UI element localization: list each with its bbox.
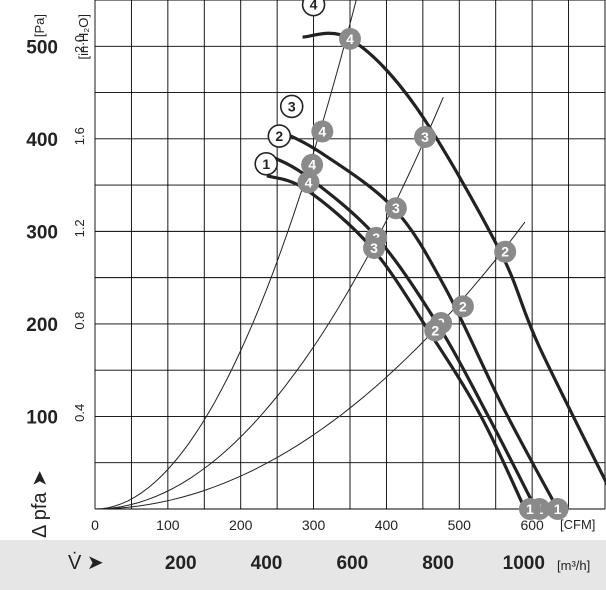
curve-label-disc [267, 124, 292, 148]
y-tick-label: 500 [26, 37, 58, 58]
x-tick-label: 600 [520, 517, 544, 533]
operating-point-marker: 3 [384, 197, 407, 220]
y-tick-label: 100 [26, 407, 58, 428]
curve-label-marker: 1 [254, 152, 279, 176]
operating-point-marker: 3 [363, 237, 386, 260]
y2-tick-label: 0.4 [72, 404, 87, 422]
fan-curve-3 [276, 128, 560, 510]
x2-tick-label: 200 [165, 553, 197, 574]
operating-point-disc [424, 319, 447, 342]
x-tick-label: 0 [91, 517, 99, 533]
y2-tick-label: 1.6 [72, 127, 87, 145]
operating-point-disc [339, 27, 361, 50]
x-tick-label: 100 [156, 517, 180, 533]
operating-point-marker: 4 [297, 171, 320, 194]
x2-tick-label: 1000 [503, 553, 545, 574]
operating-point-marker: 4 [311, 120, 334, 143]
curve-label-marker: 2 [267, 124, 292, 148]
operating-point-label: 4 [318, 123, 326, 139]
operating-point-marker: 1 [546, 498, 569, 520]
operating-point-label: 2 [459, 298, 467, 314]
operating-point-label: 4 [346, 31, 354, 47]
operating-point-marker: 2 [424, 319, 447, 342]
operating-point-marker: 4 [339, 27, 361, 50]
y-tick-label: 200 [26, 315, 58, 336]
operating-point-disc [414, 125, 437, 148]
operating-point-disc [301, 153, 324, 176]
resistance-curve [94, 97, 444, 510]
operating-point-disc [518, 498, 541, 520]
x2-tick-label: 600 [336, 553, 368, 574]
x-tick-label: 400 [375, 517, 399, 533]
operating-point-label: 3 [392, 200, 400, 216]
operating-point-marker: 4 [301, 153, 324, 176]
curve-label-disc [254, 152, 279, 176]
operating-point-disc [384, 197, 407, 220]
curve-label-text: 2 [275, 128, 283, 144]
operating-point-label: 4 [308, 157, 316, 173]
plot-area [95, 0, 606, 538]
x-axis-symbol: V̇ ➤ [68, 552, 104, 574]
operating-point-disc [311, 120, 334, 143]
operating-point-marker: 2 [451, 295, 474, 318]
curve-label-marker: 3 [279, 94, 304, 119]
y2-unit-label: [in H₂O] [76, 14, 91, 60]
operating-point-label: 3 [370, 240, 378, 256]
x2-unit-label: [m³/h] [557, 558, 590, 573]
y-unit-label: [Pa] [32, 14, 47, 37]
axis-ticks: 100 200 300 400 500 0.4 0.8 1.2 1.6 2.0 0 100 200 300… [26, 35, 545, 574]
operating-point-disc [297, 171, 320, 194]
operating-point-disc [363, 237, 386, 260]
operating-point-label: 1 [526, 501, 534, 517]
x2-tick-label: 400 [251, 553, 283, 574]
y-tick-label: 300 [26, 222, 58, 243]
y-tick-label: 400 [26, 130, 58, 151]
x-tick-label: 500 [448, 517, 472, 533]
operating-point-marker: 1 [518, 498, 541, 520]
operating-point-label: 1 [554, 501, 562, 517]
curve-labels: 4 321 [254, 0, 326, 176]
operating-points: 4444333322221111 [297, 27, 569, 520]
curve-label-text: 4 [310, 0, 318, 13]
x-tick-label: 300 [302, 517, 326, 533]
operating-point-disc [546, 498, 569, 520]
operating-point-label: 4 [305, 174, 313, 190]
operating-point-marker: 3 [414, 125, 437, 148]
y2-tick-label: 1.2 [72, 219, 87, 237]
curve-label-disc [279, 94, 304, 119]
operating-point-disc [494, 240, 517, 263]
operating-point-label: 2 [501, 244, 509, 260]
y2-tick-label: 0.8 [72, 312, 87, 330]
curve-label-text: 3 [288, 98, 296, 114]
operating-point-label: 2 [431, 322, 439, 338]
band-separator [0, 538, 606, 540]
x-unit-label: [CFM] [560, 517, 595, 532]
operating-point-marker: 2 [494, 240, 517, 263]
curve-label-disc [301, 0, 326, 17]
resistance-curve [94, 0, 357, 510]
curve-label-text: 1 [262, 156, 270, 172]
x2-tick-label: 800 [422, 553, 454, 574]
left-axis-panel [0, 0, 95, 538]
x-tick-label: 200 [229, 517, 253, 533]
y2-tick-label: 2.0 [72, 35, 87, 53]
curve-label-marker: 4 [301, 0, 326, 17]
operating-point-label: 3 [421, 129, 429, 145]
operating-point-disc [451, 295, 474, 318]
y-axis-symbol: Δ pfa ➤ [29, 470, 51, 538]
